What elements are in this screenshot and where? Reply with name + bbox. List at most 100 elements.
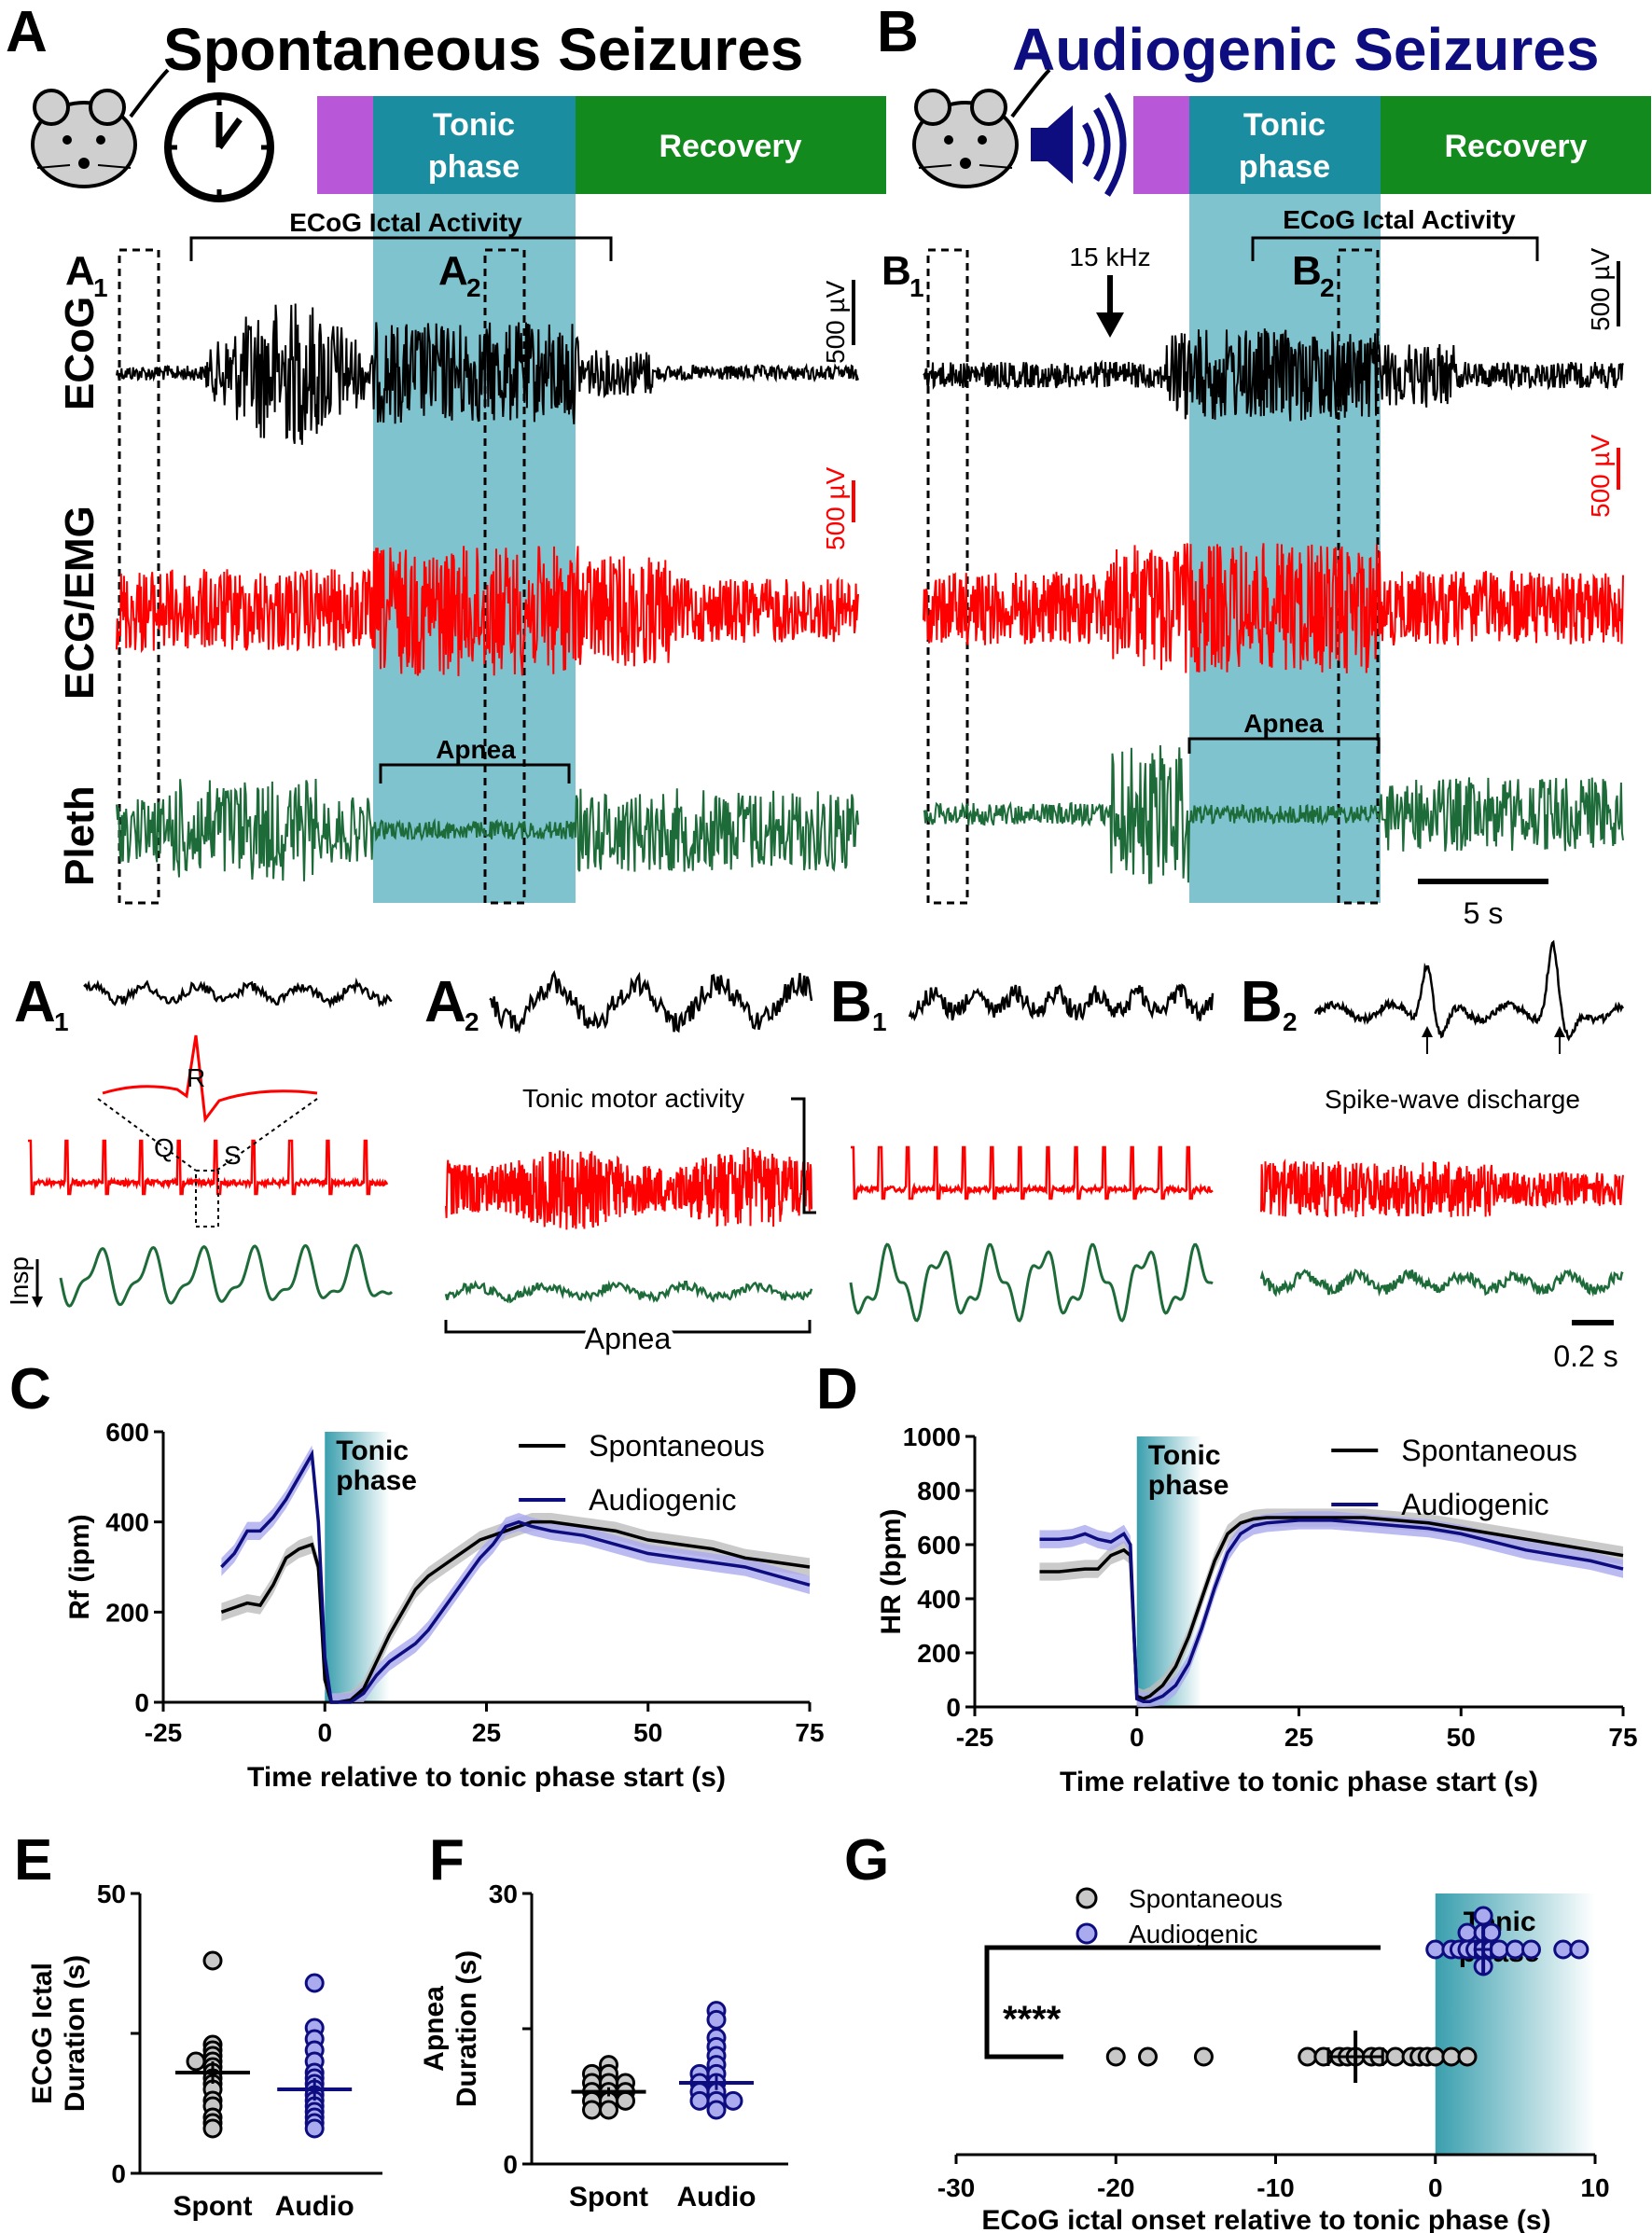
panel-label-a: A bbox=[6, 0, 48, 64]
y-tick-label: 600 bbox=[917, 1531, 961, 1560]
data-point bbox=[1553, 1939, 1574, 1960]
y-tick-label: 30 bbox=[489, 1879, 518, 1908]
inset-a1-ecog-trace bbox=[83, 977, 393, 1009]
ictal-bracket-b bbox=[1251, 236, 1539, 261]
data-point bbox=[582, 2100, 602, 2120]
y-tick-label: 400 bbox=[105, 1508, 149, 1537]
ictal-bracket-a bbox=[189, 236, 613, 261]
category-label: Audio bbox=[275, 2191, 354, 2222]
apnea-inset-label: Apnea bbox=[585, 1322, 672, 1355]
data-point bbox=[723, 2090, 743, 2111]
y-tick-label: 200 bbox=[917, 1639, 961, 1668]
box-a1-sub: 1 bbox=[93, 273, 108, 302]
y-tick-label: 200 bbox=[105, 1598, 149, 1627]
apnea-bracket-b bbox=[1187, 737, 1381, 754]
y-axis-label: Rf (ipm) bbox=[64, 1514, 95, 1619]
data-point bbox=[1425, 1939, 1446, 1960]
legend-label: Audiogenic bbox=[1401, 1488, 1548, 1521]
apnea-label-b: Apnea bbox=[1243, 709, 1324, 738]
inset-b1-ecog-trace bbox=[908, 983, 1215, 1022]
data-point bbox=[706, 2100, 727, 2120]
y-tick-label: 0 bbox=[503, 2150, 518, 2179]
qrs-zoom-trace bbox=[102, 1034, 318, 1123]
recovery-bar-label: Recovery bbox=[659, 129, 801, 164]
data-point bbox=[1425, 2046, 1446, 2067]
legend-label: Spontaneous bbox=[1401, 1434, 1577, 1467]
box-a2 bbox=[483, 248, 526, 905]
legend-marker bbox=[1076, 1887, 1098, 1909]
y-tick-label: 600 bbox=[105, 1418, 149, 1447]
insp-label: Insp bbox=[5, 1256, 34, 1306]
y-tick-label: 800 bbox=[917, 1477, 961, 1505]
y-tick-label: 400 bbox=[917, 1585, 961, 1614]
inset-b2-label: B bbox=[1241, 970, 1283, 1034]
tonic-motor-bracket bbox=[791, 1097, 816, 1214]
channel-label-ecg: ECG/EMG bbox=[57, 506, 103, 700]
box-b2-label: B bbox=[1292, 248, 1322, 294]
category-label: Audio bbox=[677, 2182, 757, 2212]
tonic-bar-label-2: phase bbox=[1239, 149, 1330, 185]
axes bbox=[530, 1893, 788, 2166]
tonic-shade-b bbox=[1189, 194, 1381, 903]
mouse-icon bbox=[31, 68, 170, 188]
apnea-bracket-inset bbox=[444, 1320, 812, 1334]
data-point bbox=[1457, 2046, 1478, 2067]
tonic-phase-bar bbox=[1189, 96, 1381, 194]
y-tick-label: 50 bbox=[97, 1879, 126, 1908]
data-point bbox=[1569, 1939, 1590, 1960]
inset-b2-pleth-trace bbox=[1259, 1268, 1624, 1297]
stimulus-arrowhead bbox=[1096, 312, 1124, 338]
inset-a1-pleth-trace bbox=[59, 1243, 394, 1308]
apnea-inset-label-bg: Apnea bbox=[585, 1322, 672, 1355]
time-scale-label-b: 5 s bbox=[1464, 896, 1504, 930]
axes bbox=[138, 1893, 382, 2175]
tonic-bar-label-1: Tonic bbox=[433, 107, 515, 143]
qrs-zoom-box bbox=[195, 1170, 219, 1227]
significance-stars: **** bbox=[1003, 1999, 1062, 2040]
data-point bbox=[1441, 2046, 1462, 2067]
panel-label-c: C bbox=[9, 1357, 51, 1422]
data-point bbox=[1481, 1922, 1502, 1943]
speaker-icon bbox=[1031, 92, 1127, 197]
data-point bbox=[1457, 1922, 1478, 1943]
data-point bbox=[689, 2090, 710, 2111]
x-tick-label: 50 bbox=[633, 1718, 662, 1747]
inset-b2-ecg-trace bbox=[1260, 1158, 1624, 1218]
data-point bbox=[304, 1973, 325, 1993]
ictal-label-a: ECoG Ictal Activity bbox=[289, 208, 522, 237]
time-scale-label-inset: 0.2 s bbox=[1553, 1339, 1617, 1373]
legend-label: Spontaneous bbox=[589, 1429, 765, 1463]
y-tick-label: 1000 bbox=[903, 1422, 961, 1451]
inset-a2-ecog-trace bbox=[489, 969, 813, 1034]
data-point bbox=[1505, 1939, 1525, 1960]
x-tick-label: 0 bbox=[1130, 1723, 1145, 1752]
recovery-bar bbox=[576, 96, 886, 194]
box-b1 bbox=[926, 248, 969, 905]
ecog-scale-label-b: 500 µV bbox=[1586, 247, 1615, 331]
qrs-zoom-lines bbox=[97, 1098, 318, 1172]
inset-b2-ecog-trace bbox=[1313, 939, 1625, 1042]
ictal-label-b: ECoG Ictal Activity bbox=[1283, 205, 1516, 234]
tonic-bar-label-2: phase bbox=[428, 149, 520, 185]
sem-bar bbox=[1326, 2047, 1384, 2066]
panel-f: F 0 30 Apnea Duration (s) Spont Audio bbox=[419, 1828, 788, 2212]
x-tick-label: 75 bbox=[1608, 1723, 1637, 1752]
data-point bbox=[1489, 1939, 1509, 1960]
panel-label-b: B bbox=[877, 0, 919, 64]
data-point bbox=[1105, 2046, 1126, 2067]
data-point bbox=[304, 2118, 325, 2139]
y-tick-label: 0 bbox=[946, 1693, 961, 1722]
swd-arrows bbox=[1422, 1026, 1565, 1054]
category-label: Spont bbox=[569, 2182, 648, 2212]
data-point bbox=[599, 2100, 618, 2120]
x-tick-label: 25 bbox=[472, 1718, 501, 1747]
panel-a-title: Spontaneous Seizures bbox=[163, 16, 803, 83]
apnea-label-a: Apnea bbox=[436, 735, 516, 764]
inset-a1-sub: 1 bbox=[54, 1007, 69, 1036]
preictal-bar bbox=[1133, 96, 1189, 194]
tonic-phase-label-2: phase bbox=[1148, 1470, 1229, 1501]
tonic-shade-a bbox=[373, 194, 576, 903]
inset-a1-label: A bbox=[14, 970, 56, 1034]
inset-b1-label: B bbox=[830, 970, 872, 1034]
